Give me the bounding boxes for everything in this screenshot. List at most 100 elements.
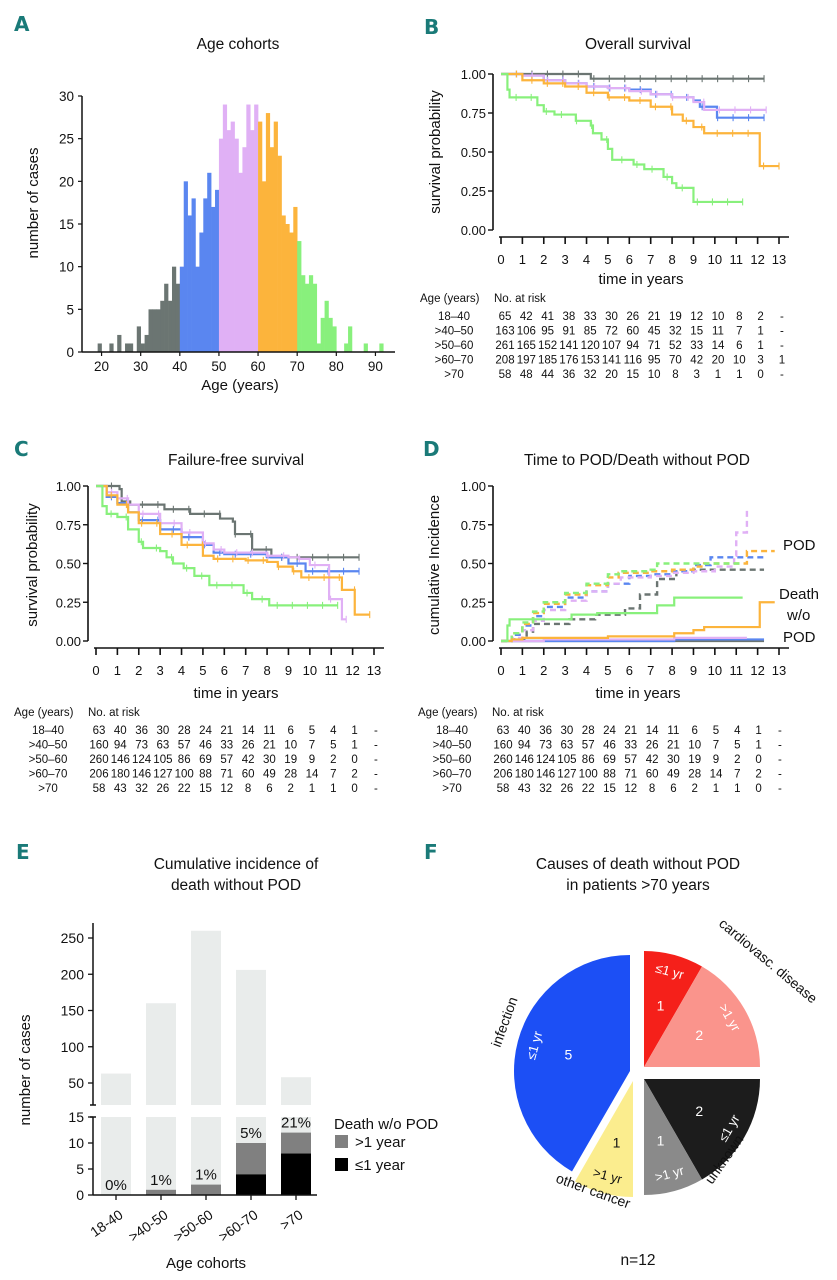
pie-slice	[644, 1079, 702, 1195]
risk-cell: 88	[199, 769, 212, 781]
risk-cell: 176	[559, 355, 578, 367]
chart-title: Time to POD/Death without POD	[524, 452, 750, 469]
x-tick-label: 13	[367, 663, 381, 678]
x-tick-label: 2	[135, 663, 142, 678]
y-tick-label: 20	[59, 174, 74, 189]
risk-cell: 57	[624, 754, 637, 766]
pie-count-label: 2	[695, 1027, 703, 1043]
risk-cell: 1	[755, 740, 761, 752]
y-tick-label: 0.00	[56, 634, 81, 649]
risk-cell: 65	[499, 311, 512, 323]
x-tick-label: 8	[668, 663, 675, 678]
risk-cell: 43	[114, 783, 127, 795]
risk-cell: 60	[646, 769, 659, 781]
risk-cell: 60	[242, 769, 255, 781]
risk-cell: -	[780, 369, 784, 381]
risk-cell: 21	[263, 740, 276, 752]
risk-cell: 33	[690, 340, 703, 352]
histogram-bar	[109, 343, 114, 352]
histogram-bar	[320, 317, 325, 352]
risk-cell: 146	[111, 754, 130, 766]
risk-cell: 5	[734, 740, 740, 752]
histogram-bar	[199, 232, 204, 352]
annotation-death-line2: w/o	[786, 607, 810, 624]
risk-cell: 30	[605, 311, 618, 323]
risk-cell: 49	[667, 769, 680, 781]
histogram-bar	[293, 206, 298, 352]
risk-cell: 9	[309, 754, 315, 766]
risk-cell: 1	[757, 340, 763, 352]
y-tick-label: 100	[61, 1039, 85, 1055]
risk-cell: 15	[199, 783, 212, 795]
histogram-bar	[332, 326, 337, 352]
risk-cell: 2	[351, 769, 357, 781]
risk-cell: 14	[646, 725, 659, 737]
histogram-bar	[305, 283, 310, 352]
x-tick-label: 5	[604, 252, 611, 267]
x-tick-label: 40	[172, 359, 187, 374]
total-bar-upper	[281, 1077, 311, 1105]
risk-cell: 10	[284, 740, 297, 752]
risk-cell: 46	[603, 740, 616, 752]
x-axis-label: time in years	[598, 271, 683, 288]
risk-cell: 160	[89, 740, 108, 752]
series-line-18-40	[96, 484, 360, 559]
series-line->40-50	[96, 484, 360, 573]
risk-cell: 73	[539, 740, 552, 752]
x-tick-label: 9	[690, 252, 697, 267]
percent-label: 21%	[281, 1115, 311, 1132]
risk-cell: 1	[779, 355, 785, 367]
x-tick-label: 10	[708, 252, 722, 267]
risk-table-row: >50–60 260 146 124 105 86 69 57 42 30 19 9 2 0 -	[433, 754, 782, 766]
risk-cell: 146	[536, 769, 555, 781]
risk-table-header-group: Age (years)	[420, 293, 480, 305]
panel-a: A Age cohorts number of cases Age (years…	[14, 12, 395, 394]
total-bar-lower	[101, 1117, 131, 1195]
panel-b: B Overall survival survival probability …	[420, 15, 789, 381]
risk-cell: 180	[111, 769, 130, 781]
histogram-bar	[324, 300, 329, 352]
histogram-bar	[328, 317, 333, 352]
risk-cell: 5	[713, 725, 719, 737]
risk-cell: 160	[493, 740, 512, 752]
y-tick-label: 10	[59, 260, 74, 275]
risk-cell: 40	[518, 725, 531, 737]
risk-cell: 21	[624, 725, 637, 737]
risk-cell: 11	[263, 725, 275, 737]
risk-cell: 43	[518, 783, 531, 795]
histogram-bar	[144, 334, 149, 352]
risk-cell: 3	[757, 355, 763, 367]
risk-cell: 26	[646, 740, 659, 752]
risk-cell: 1	[309, 783, 315, 795]
risk-cell: 21	[648, 311, 661, 323]
x-tick-label: 10	[303, 663, 317, 678]
x-tick-label: 5	[604, 663, 611, 678]
risk-cell: 163	[495, 326, 514, 338]
chart-title: Overall survival	[585, 36, 691, 53]
risk-cell: 46	[199, 740, 212, 752]
risk-cell: 63	[561, 740, 574, 752]
risk-cell: 21	[667, 740, 680, 752]
x-tick-label: 11	[324, 663, 338, 678]
histogram-bar	[125, 343, 130, 352]
risk-cell: 94	[626, 340, 639, 352]
risk-cell: 42	[242, 754, 255, 766]
risk-cell: 180	[515, 769, 534, 781]
risk-cell: 38	[563, 311, 576, 323]
histogram-bar	[117, 334, 122, 352]
pie-sublabel: >1 yr	[592, 1165, 625, 1187]
risk-cell: 40	[114, 725, 127, 737]
risk-cell: 94	[518, 740, 531, 752]
risk-cell: 0	[755, 783, 761, 795]
y-tick-label: 0.25	[461, 595, 486, 610]
y-tick-label: 0	[76, 1187, 84, 1203]
histogram-bar	[136, 326, 141, 352]
chart-title-line1: Cumulative incidence of	[154, 856, 319, 873]
histogram-bar	[97, 343, 102, 352]
x-tick-label: 13	[772, 252, 786, 267]
histogram-bar	[215, 189, 220, 352]
risk-cell: 52	[669, 340, 682, 352]
x-tick-label: 8	[668, 252, 675, 267]
risk-cell: 33	[220, 740, 233, 752]
risk-cell: 165	[517, 340, 536, 352]
